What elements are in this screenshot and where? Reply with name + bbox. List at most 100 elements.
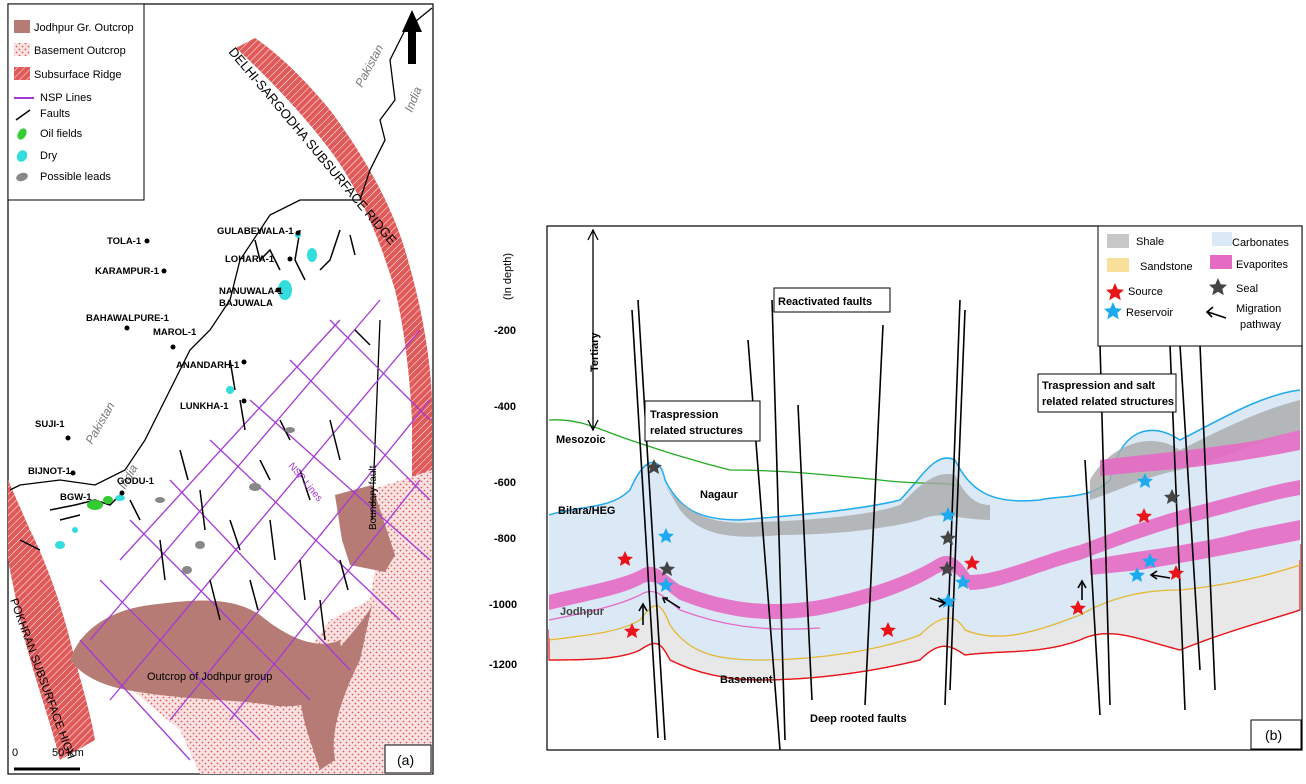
well-anandarh: ANANDARH-1 (176, 360, 240, 371)
legend-carbonates-label: Carbonates (1232, 237, 1289, 249)
legend-jodhpur-label: Jodhpur Gr. Outcrop (34, 22, 134, 34)
evaporite-band-2 (1090, 520, 1300, 575)
legend-ridge-swatch (14, 67, 30, 80)
well-karampur: KARAMPUR-1 (95, 266, 160, 277)
seal-star (939, 561, 955, 576)
outcrop-label: Outcrop of Jodhpur group (147, 671, 272, 683)
basement-label: Basement (720, 674, 773, 686)
legend-jodhpur-swatch (14, 20, 30, 33)
carbonate-layer (549, 390, 1300, 663)
seal-star (940, 530, 956, 545)
legend-evaporites-label: Evaporites (1236, 259, 1288, 271)
dry-wells (55, 232, 317, 549)
jodhpur-outcrop-east (335, 485, 395, 572)
nagaur-label: Nagaur (700, 489, 739, 501)
jodhpur-outcrop-main (70, 600, 345, 707)
scale-km: 50 Km (52, 747, 84, 759)
mesozoic-line (548, 419, 956, 486)
legend-fault-line (15, 109, 31, 121)
pokhran-ridge (8, 480, 95, 760)
reservoir-star (1142, 553, 1158, 568)
well-lohara: LOHARA-1 (225, 254, 275, 265)
reservoir-stars (658, 473, 1158, 608)
traspression-1-line1: Traspression (650, 409, 719, 421)
legend-reservoir-label: Reservoir (1126, 307, 1173, 319)
well-suji: SUJI-1 (35, 419, 65, 430)
legend-source-star-icon (1106, 283, 1124, 301)
y-tick-1200: -1200 (489, 659, 517, 671)
well-tola: TOLA-1 (107, 236, 142, 247)
migration-arrows (638, 570, 1171, 625)
traspression-box-1 (644, 400, 761, 442)
traspression-box-2 (1037, 373, 1177, 413)
source-star (617, 551, 633, 566)
reservoir-star (1129, 567, 1145, 582)
y-axis-title: (In depth) (502, 253, 514, 300)
legend-dry-label: Dry (40, 150, 58, 162)
legend-ridge-label: Subsurface Ridge (34, 69, 121, 81)
y-tick-800: -800 (494, 533, 516, 545)
mesozoic-label: Mesozoic (556, 434, 606, 446)
y-tick-400: -400 (494, 401, 516, 413)
panel-b-tag-box (1250, 719, 1302, 750)
basement-line (548, 609, 1301, 681)
source-stars (617, 508, 1184, 638)
legend-source-label: Source (1128, 286, 1163, 298)
source-star (1168, 565, 1184, 580)
legend-sandstone-label: Sandstone (1140, 261, 1193, 273)
well-bijnot: BIJNOT-1 (28, 466, 71, 477)
y-tick-200: -200 (494, 325, 516, 337)
source-star (880, 622, 896, 637)
seal-star (1164, 489, 1180, 504)
well-bajuwala: BAJUWALA (219, 298, 273, 309)
reservoir-star (658, 528, 674, 543)
boundary-fault-label: Boundary fault (368, 465, 379, 530)
seal-star (646, 459, 662, 474)
source-star (964, 555, 980, 570)
shale-band-top (665, 474, 990, 537)
legend-carbonates-swatch (1212, 232, 1232, 246)
tertiary-label: Tertiary (589, 332, 601, 372)
scale-zero: 0 (12, 747, 18, 759)
legend-evaporites-swatch (1210, 255, 1232, 269)
reactivated-faults-label: Reactivated faults (778, 296, 872, 308)
jodhpur-label: Jodhpur (560, 606, 605, 618)
section-faults (631, 299, 1216, 751)
reactivated-faults-box (773, 287, 891, 313)
legend-reservoir-star-icon (1104, 302, 1122, 320)
legend-oil-label: Oil fields (40, 128, 83, 140)
panel-b-section: (In depth) -200 -400 -600 -800 -1000 -12… (489, 225, 1303, 751)
panel-b-tag: (b) (1265, 727, 1282, 743)
traspression-2-line1: Traspression and salt (1042, 380, 1155, 392)
well-marol: MAROL-1 (153, 327, 197, 338)
reservoir-star (955, 574, 971, 589)
legend-seal-label: Seal (1236, 283, 1258, 295)
delhi-sargodha-ridge (236, 38, 432, 490)
legend-shale-swatch (1107, 234, 1129, 248)
well-godu: GODU-1 (117, 476, 155, 487)
top-surface-line (548, 389, 1301, 521)
oil-fields (87, 496, 113, 510)
legend-shale-label: Shale (1136, 236, 1164, 248)
jodhpur-outcrop-south (300, 605, 372, 770)
map-legend-box (7, 3, 145, 201)
panel-a-tag: (a) (397, 752, 414, 768)
legend-lead-icon (16, 172, 28, 182)
tertiary-arrow (587, 228, 599, 432)
reservoir-star (940, 507, 956, 522)
legend-leads-label: Possible leads (40, 171, 111, 183)
reservoir-star (1137, 473, 1153, 488)
boundary-fault-line (371, 319, 381, 521)
legend-oil-icon (17, 128, 27, 140)
well-gulabewala: GULABEWALA-1 (217, 226, 294, 237)
legend-migration-arrow-icon (1205, 306, 1227, 319)
possible-leads (155, 427, 295, 574)
legend-sandstone-swatch (1107, 258, 1129, 272)
panel-a-tag-box (384, 744, 432, 774)
traspression-1-line2: related structures (650, 425, 743, 437)
well-dots (65, 230, 301, 496)
well-bahawalpure: BAHAWALPURE-1 (86, 313, 170, 324)
legend-basement-label: Basement Outcrop (34, 45, 126, 57)
legend-migration-line2: pathway (1240, 319, 1281, 331)
